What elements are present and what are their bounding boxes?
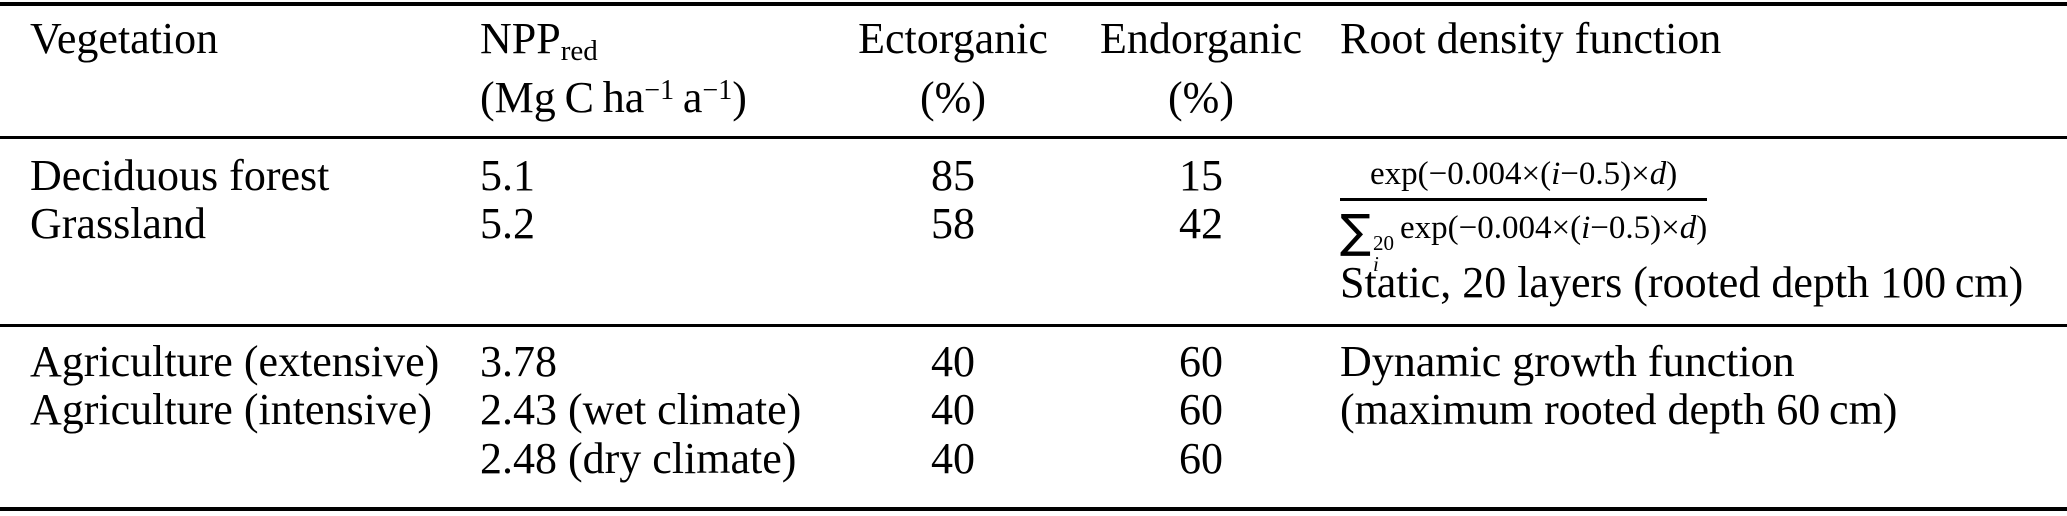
sum-lower-limit: i [1373,252,1379,276]
numerator-var-i: i [1551,156,1561,192]
sum-symbol: ∑ [1340,204,1371,258]
row-grassland-npp: 5.2 [480,199,535,248]
row-agri-intensive-npp-dry: 2.48 (dry climate) [480,434,797,483]
npp-units: (Mg C ha−1 a−1) [480,74,747,122]
row-agri-extensive-endorganic: 60 [1179,337,1223,386]
column-header-npp: NPPred [480,14,598,66]
denominator-text2: −0.5)× [1590,210,1680,246]
row-deciduous-vegetation: Deciduous forest [30,151,330,200]
table-mid-rule [0,324,2067,327]
formula-denominator: ∑ 20 i exp(−0.004×(i−0.5)×d) [1340,201,1707,275]
npp-units-part3: ) [732,73,747,122]
row-agri-intensive-vegetation: Agriculture (intensive) [30,385,432,434]
row-agri-intensive-endorganic-wet: 60 [1179,385,1223,434]
column-header-vegetation: Vegetation [30,14,219,63]
root-density-dynamic-line2: (maximum rooted depth 60 cm) [1340,385,1898,434]
npp-units-exponent1: −1 [644,75,675,106]
root-density-dynamic-line1: Dynamic growth function [1340,337,1795,386]
row-deciduous-endorganic: 15 [1179,151,1223,200]
npp-subscript: red [560,35,598,67]
row-grassland-vegetation: Grassland [30,199,206,248]
table-top-rule [0,2,2067,6]
column-header-endorganic: Endorganic [1099,14,1303,63]
row-agri-intensive-npp-wet: 2.43 (wet climate) [480,385,802,434]
ectorganic-unit: (%) [920,73,986,122]
denominator-text3: ) [1696,210,1708,246]
row-grassland-endorganic: 42 [1179,199,1223,248]
row-deciduous-npp: 5.1 [480,151,535,200]
row-deciduous-ectorganic: 85 [931,151,975,200]
root-density-formula: exp(−0.004×(i−0.5)×d) ∑ 20 i exp(−0.004×(i−… [1340,156,1708,275]
row-agri-extensive-ectorganic: 40 [931,337,975,386]
denominator-text1: exp(−0.004×( [1400,210,1582,246]
sum-limits: 20 i [1373,233,1394,275]
row-agri-intensive-endorganic-dry: 60 [1179,434,1223,483]
row-grassland-ectorganic: 58 [931,199,975,248]
table-header-rule [0,136,2067,139]
numerator-text2: −0.5)× [1560,156,1650,192]
row-agri-extensive-npp: 3.78 [480,337,557,386]
table-bottom-rule [0,507,2067,511]
row-agri-intensive-ectorganic-wet: 40 [931,385,975,434]
denominator-var-i: i [1581,210,1591,246]
column-header-root-density: Root density function [1340,14,1722,63]
row-agri-extensive-vegetation: Agriculture (extensive) [30,337,440,386]
row-agri-intensive-ectorganic-dry: 40 [931,434,975,483]
numerator-var-d: d [1649,156,1667,192]
numerator-text3: ) [1666,156,1678,192]
formula-numerator: exp(−0.004×(i−0.5)×d) [1340,156,1708,201]
endorganic-unit: (%) [1168,73,1234,122]
npp-units-part2: a [674,73,703,122]
numerator-text1: exp(−0.004×( [1370,156,1552,192]
column-header-ectorganic: Ectorganic [858,14,1048,63]
npp-label: NPP [480,14,561,63]
sum-upper-limit: 20 [1373,231,1394,255]
npp-units-part1: (Mg C ha [480,73,645,122]
npp-units-exponent2: −1 [702,75,733,106]
root-density-static-note: Static, 20 layers (rooted depth 100 cm) [1340,258,2024,307]
denominator-var-d: d [1679,210,1697,246]
